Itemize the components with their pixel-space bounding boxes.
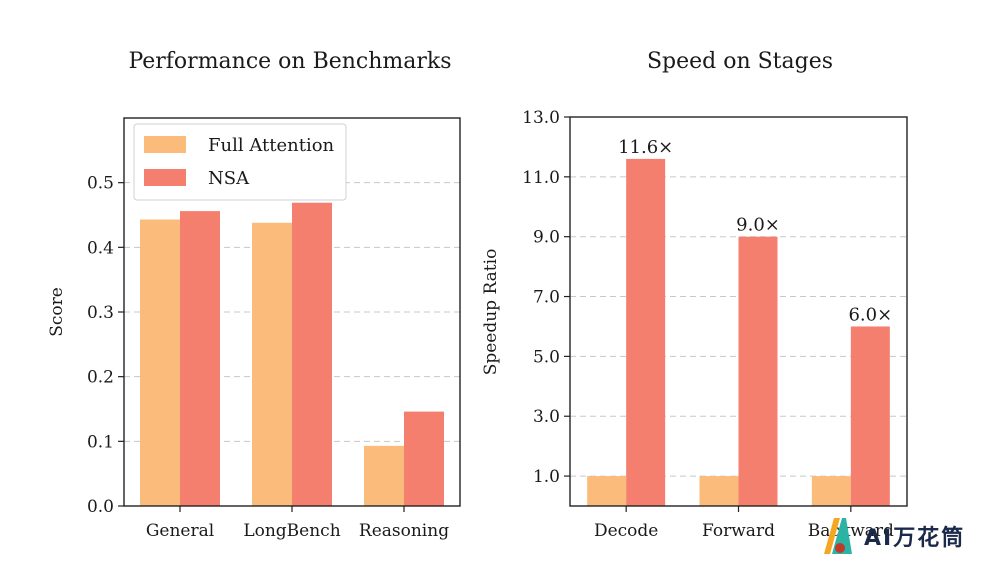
y-tick-label: 0.0 bbox=[87, 497, 114, 517]
legend-label-nsa: NSA bbox=[208, 168, 250, 189]
watermark-text: AI万花筒 bbox=[864, 526, 966, 551]
y-tick-label: 0.1 bbox=[87, 432, 114, 452]
bar-nsa-decode bbox=[626, 158, 666, 506]
bar-full-attention-decode bbox=[587, 476, 627, 506]
chart-speed-on-stages: Speed on Stages 1.03.05.07.09.011.013.0 … bbox=[481, 49, 908, 541]
legend-swatch-full-attention bbox=[144, 136, 186, 153]
bar-nsa-forward bbox=[738, 236, 778, 506]
bar-full-attention-reasoning bbox=[364, 445, 404, 506]
y-tick-label: 13.0 bbox=[522, 108, 560, 128]
bar-nsa-reasoning bbox=[404, 411, 444, 506]
logo-icon bbox=[824, 518, 852, 554]
legend-swatch-nsa bbox=[144, 169, 186, 186]
legend-box bbox=[133, 123, 347, 201]
bar-annotations: 11.6× 9.0× 6.0× bbox=[618, 137, 892, 326]
chart-performance-on-benchmarks: Performance on Benchmarks 0.00.10.20.30.… bbox=[47, 49, 461, 541]
watermark-logo: AI万花筒 bbox=[818, 514, 965, 558]
x-tick-label: Forward bbox=[702, 521, 775, 541]
x-tick-label: Reasoning bbox=[359, 521, 449, 541]
x-tick-label: Decode bbox=[594, 521, 658, 541]
y-tick-label: 0.4 bbox=[87, 238, 114, 258]
bars bbox=[140, 202, 444, 507]
y-tick-label: 1.0 bbox=[533, 467, 560, 487]
chart-title: Performance on Benchmarks bbox=[128, 49, 451, 74]
bar-full-attention-longbench bbox=[252, 222, 292, 506]
y-ticks: 0.0 0.1 0.2 0.3 0.4 0.5 bbox=[87, 174, 124, 517]
bar-nsa-general bbox=[180, 211, 220, 506]
x-tick-label: General bbox=[146, 521, 214, 541]
y-axis-label: Speedup Ratio bbox=[481, 249, 501, 376]
x-ticks: General LongBench Reasoning bbox=[146, 506, 449, 541]
bar-annotation: 9.0× bbox=[736, 215, 780, 236]
legend-label-full-attention: Full Attention bbox=[208, 135, 335, 156]
y-tick-label: 7.0 bbox=[533, 288, 560, 308]
chart-title: Speed on Stages bbox=[647, 49, 833, 74]
y-tick-label: 0.2 bbox=[87, 368, 114, 388]
y-ticks: 1.0 3.0 5.0 7.0 9.0 11.0 13.0 bbox=[522, 108, 570, 487]
y-tick-label: 3.0 bbox=[533, 407, 560, 427]
bar-annotation: 6.0× bbox=[848, 304, 892, 325]
x-tick-label: LongBench bbox=[243, 521, 340, 541]
bars bbox=[587, 158, 890, 506]
y-tick-label: 11.0 bbox=[522, 168, 560, 188]
bar-nsa-longbench bbox=[292, 202, 332, 507]
bar-nsa-backward bbox=[850, 326, 890, 506]
bar-full-attention-forward bbox=[699, 476, 739, 506]
bar-annotation: 11.6× bbox=[618, 137, 673, 158]
y-tick-label: 9.0 bbox=[533, 228, 560, 248]
bar-full-attention-general bbox=[140, 219, 180, 506]
legend: Full Attention NSA bbox=[133, 123, 347, 201]
y-tick-label: 0.3 bbox=[87, 303, 114, 323]
bar-full-attention-backward bbox=[811, 476, 851, 506]
y-tick-label: 0.5 bbox=[87, 174, 114, 194]
y-tick-label: 5.0 bbox=[533, 347, 560, 367]
y-axis-label: Score bbox=[47, 287, 67, 337]
